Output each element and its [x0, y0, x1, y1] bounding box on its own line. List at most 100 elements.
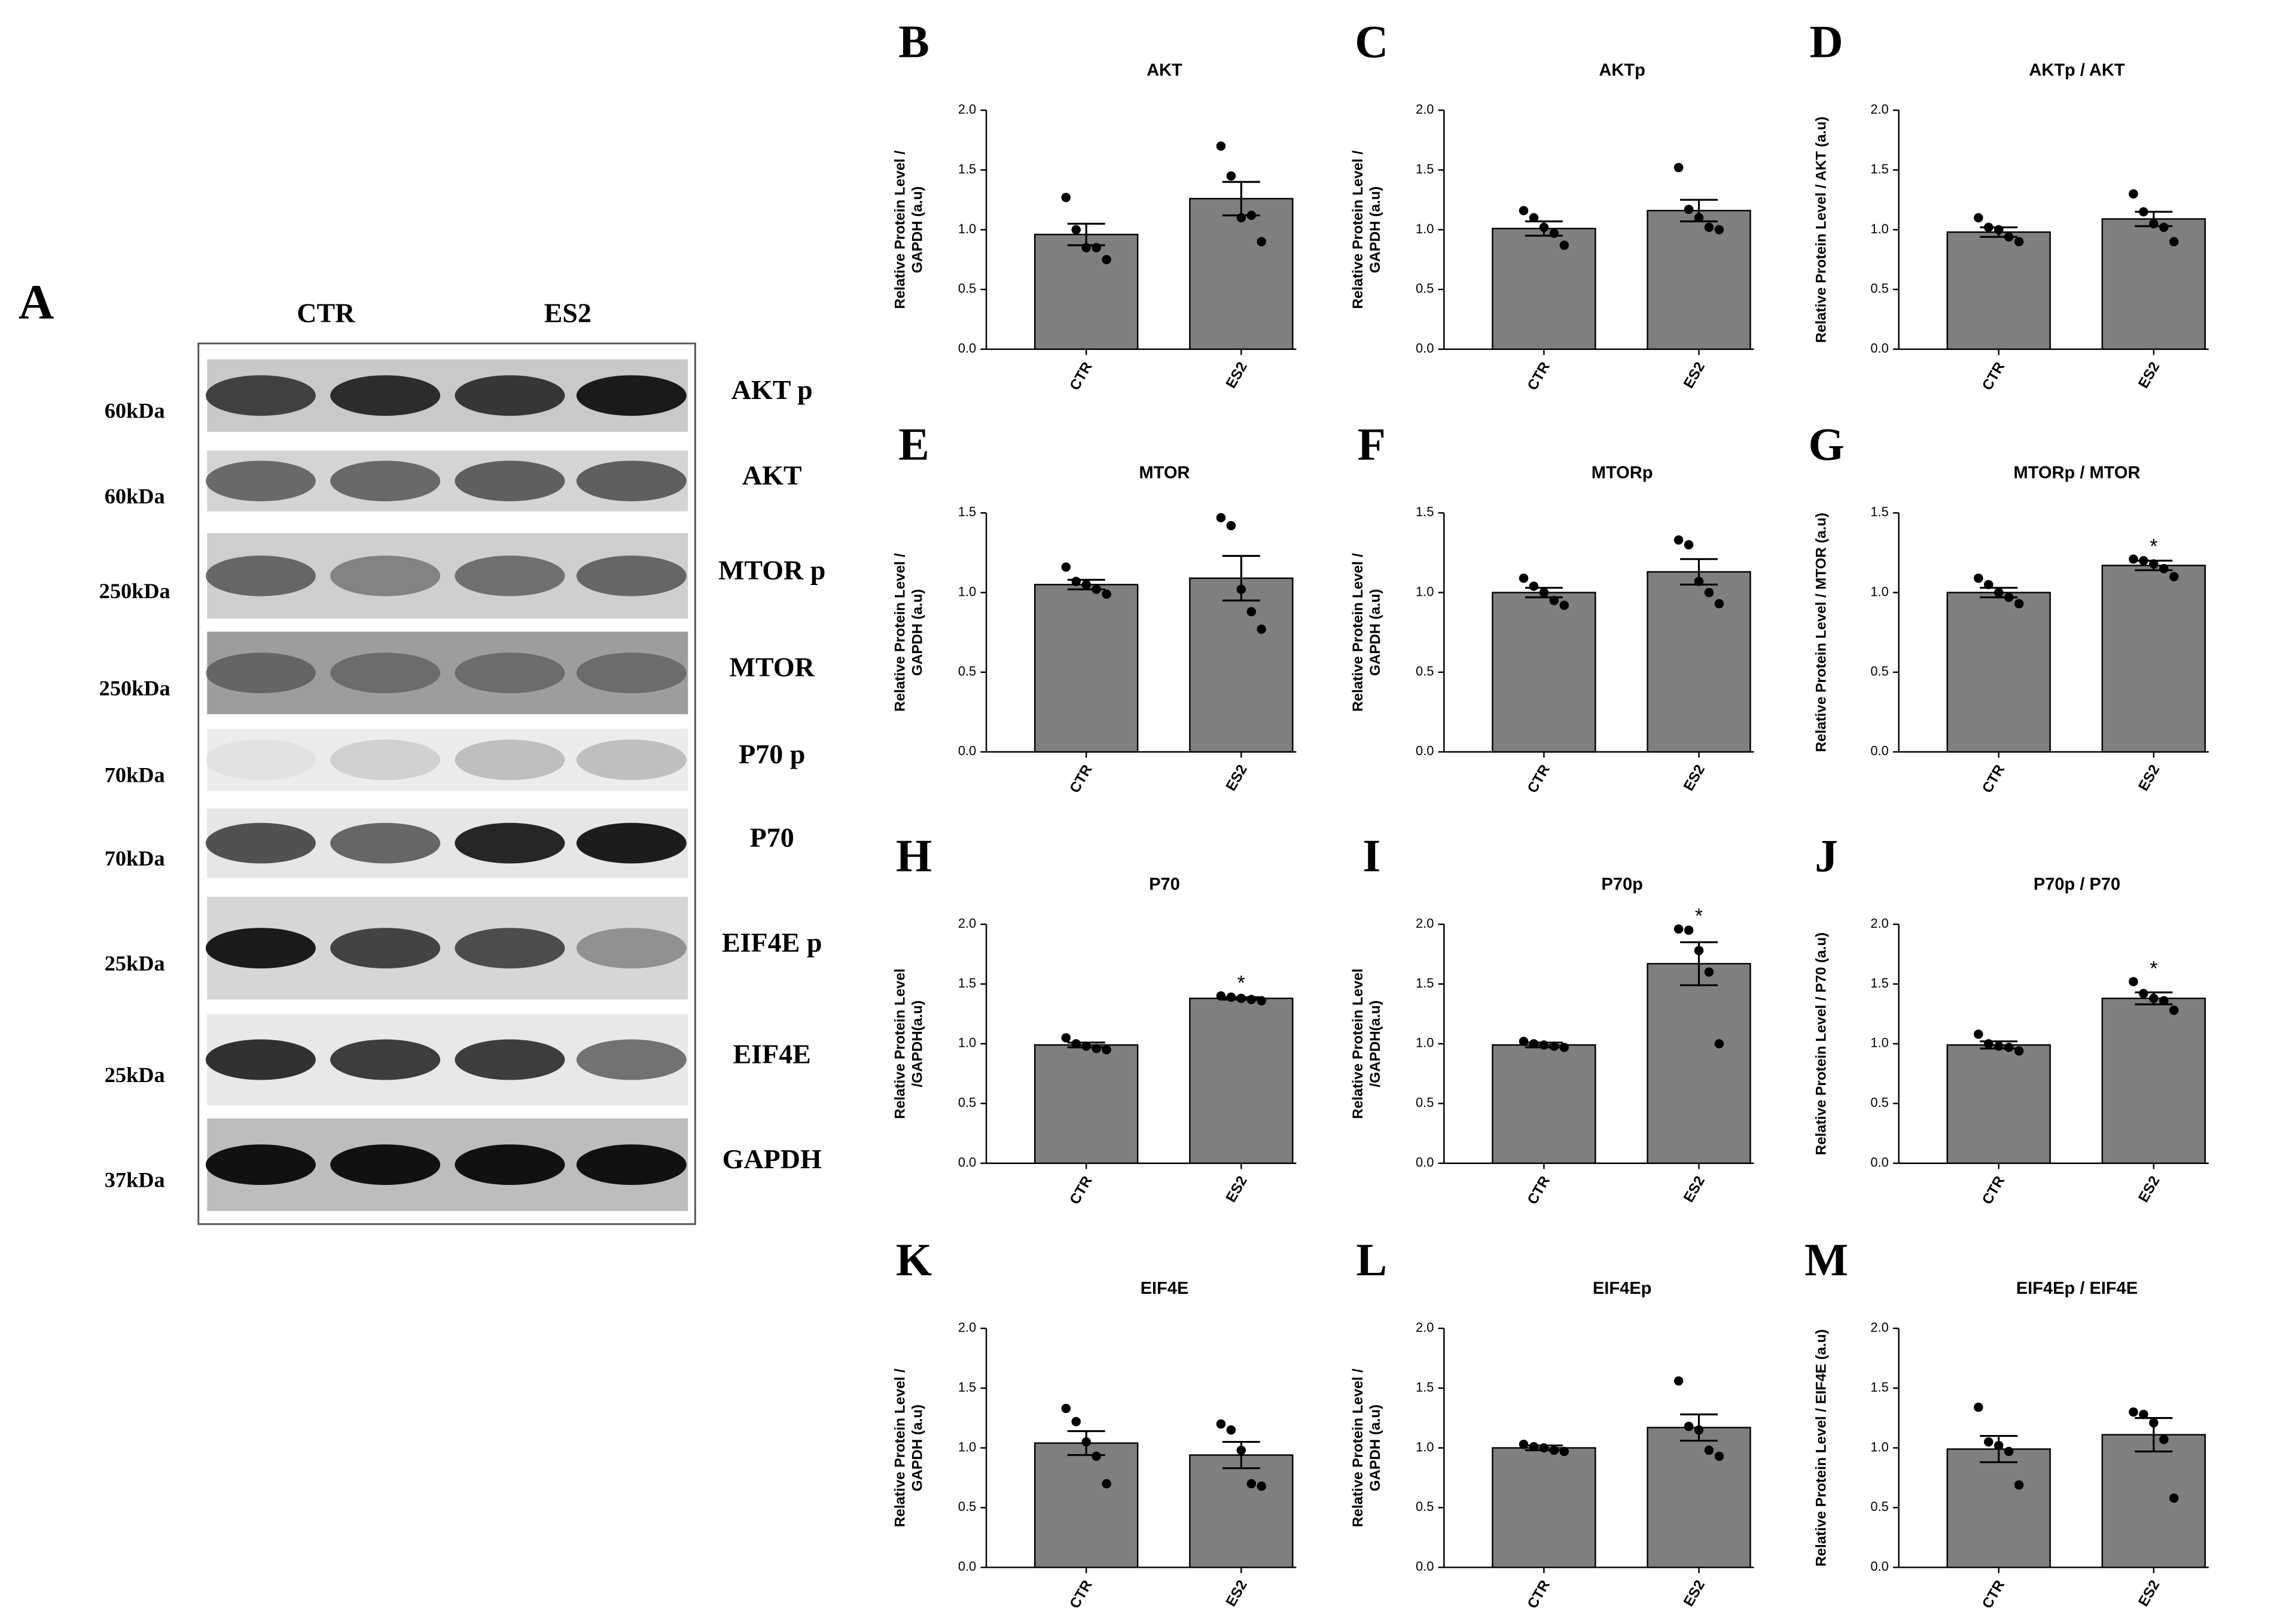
- data-point: [1061, 562, 1071, 572]
- data-point: [1694, 213, 1704, 223]
- y-tick-label: 1.5: [1870, 976, 1888, 991]
- y-tick-label: 2.0: [1416, 102, 1434, 117]
- y-tick-label: 0.5: [1416, 1499, 1434, 1514]
- blot-band: [576, 1144, 687, 1186]
- y-axis-label: Relative Protein Level: [1350, 968, 1366, 1119]
- y-tick-label: 1.0: [1870, 584, 1888, 599]
- bar: [1189, 997, 1294, 1164]
- data-point: [2169, 1493, 2179, 1503]
- y-tick-label: 0.5: [958, 1095, 976, 1110]
- data-point: [1714, 225, 1724, 234]
- blot-band: [205, 1144, 316, 1186]
- y-tick-label: 1.5: [1416, 504, 1434, 519]
- protein-label: MTOR: [730, 652, 815, 682]
- bar: [1189, 577, 1294, 753]
- data-point: [1081, 243, 1091, 252]
- chart-title: P70p / P70: [2034, 875, 2120, 894]
- y-tick-label: 0.0: [1416, 341, 1434, 356]
- data-point: [1694, 946, 1704, 955]
- data-point: [1102, 589, 1111, 599]
- data-point: [2139, 1409, 2148, 1419]
- data-point: [1246, 607, 1256, 617]
- data-point: [2014, 237, 2024, 246]
- bar: [1946, 1448, 2051, 1568]
- data-point: [1236, 584, 1246, 595]
- y-tick-label: 1.0: [1870, 1035, 1888, 1050]
- panel-letter: E: [898, 419, 929, 470]
- blot-band: [205, 1039, 316, 1080]
- size-label: 250kDa: [99, 579, 170, 603]
- blot-band: [455, 461, 565, 502]
- y-tick-label: 0.0: [1870, 1559, 1888, 1574]
- y-tick-label: 2.0: [1870, 102, 1888, 117]
- data-point: [1549, 1445, 1559, 1455]
- bar: [1946, 1044, 2051, 1164]
- y-axis-label: Relative Protein Level / MTOR (a.u): [1813, 513, 1830, 752]
- data-point: [1539, 223, 1549, 232]
- data-point: [1216, 141, 1226, 151]
- size-label: 60kDa: [105, 399, 165, 423]
- data-point: [1102, 255, 1111, 264]
- y-axis-label: GAPDH (a.u): [1367, 186, 1383, 273]
- data-point: [1092, 1451, 1101, 1461]
- data-point: [2139, 989, 2148, 998]
- protein-label: EIF4E p: [722, 927, 822, 958]
- panel-letter: G: [1808, 419, 1844, 470]
- data-point: [1993, 587, 2004, 598]
- bar: [1189, 197, 1294, 351]
- size-label: 250kDa: [99, 676, 170, 700]
- y-tick-label: 1.0: [1416, 221, 1434, 236]
- y-tick-label: 1.0: [958, 221, 976, 236]
- y-tick-label: 2.0: [1870, 916, 1888, 931]
- size-label: 70kDa: [105, 846, 165, 870]
- y-tick-label: 0.0: [958, 341, 976, 356]
- y-axis-label: GAPDH (a.u): [910, 589, 926, 676]
- y-axis-label: Relative Protein Level /: [892, 1369, 909, 1527]
- blot-band: [576, 739, 687, 781]
- y-tick-label: 1.0: [958, 1035, 976, 1050]
- data-point: [1684, 540, 1694, 550]
- y-tick-label: 1.5: [1870, 162, 1888, 176]
- chart-title: MTORp: [1592, 464, 1653, 483]
- data-point: [1704, 223, 1714, 232]
- data-point: [2014, 1480, 2024, 1490]
- panel-letter: J: [1815, 830, 1838, 881]
- panel-letter: H: [896, 830, 932, 881]
- panel-letter: K: [896, 1234, 932, 1285]
- data-point: [2004, 1043, 2014, 1052]
- data-point: [1071, 577, 1081, 586]
- significance: *: [1237, 972, 1245, 995]
- blot-band: [455, 375, 565, 416]
- data-point: [1673, 1376, 1684, 1386]
- y-axis-label: Relative Protein Level /: [1350, 1369, 1366, 1527]
- data-point: [1559, 601, 1569, 610]
- data-point: [2139, 207, 2148, 217]
- y-tick-label: 1.5: [958, 504, 976, 519]
- data-point: [1984, 223, 1993, 232]
- data-point: [2004, 1446, 2014, 1457]
- blot-band: [205, 822, 316, 864]
- data-point: [1559, 1446, 1569, 1457]
- data-point: [1529, 213, 1539, 223]
- data-point: [2129, 1407, 2138, 1417]
- bar: [1492, 592, 1596, 753]
- bar: [1492, 1447, 1596, 1568]
- y-tick-label: 0.0: [1870, 744, 1888, 758]
- data-point: [2004, 592, 2014, 602]
- data-point: [1684, 205, 1694, 214]
- chart-title: AKTp / AKT: [2029, 61, 2125, 80]
- blot-band: [205, 555, 316, 596]
- blot-band: [205, 739, 316, 781]
- y-tick-label: 0.5: [1416, 1095, 1434, 1110]
- data-point: [1559, 1043, 1569, 1052]
- blot-band: [330, 822, 441, 864]
- y-tick-label: 0.5: [1870, 281, 1888, 296]
- lane-label: CTR: [297, 298, 355, 328]
- blot-band: [455, 555, 565, 596]
- blot-band: [576, 375, 687, 416]
- data-point: [1071, 1039, 1081, 1049]
- data-point: [2149, 994, 2159, 1003]
- lane-label: ES2: [544, 298, 592, 328]
